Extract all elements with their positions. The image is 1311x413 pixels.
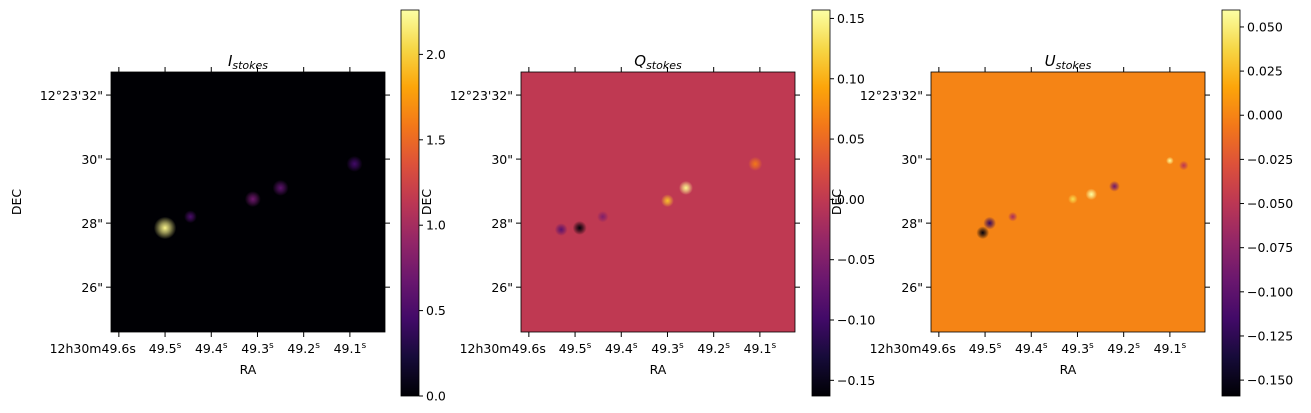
panel-q-stokes: Qstokes 12h30m49.6s 49.5s 49.4s 49.3s 49.2s 49… — [419, 9, 875, 397]
heatmap-source-blob — [661, 194, 674, 208]
colorbar-tick-label: 0.15 — [837, 11, 865, 26]
heatmap-source-blob — [244, 191, 261, 208]
colorbar-tick-label: −0.050 — [1247, 196, 1293, 211]
y-tick-label: 26" — [491, 280, 513, 295]
colorbar-tick-label: −0.100 — [1247, 284, 1293, 299]
y-tick-label: 28" — [491, 216, 513, 231]
colorbar-tick-label: −0.025 — [1247, 152, 1293, 167]
x-tick-label: 49.2s — [697, 341, 730, 356]
y-tick-label: 30" — [81, 152, 103, 167]
x-tick-label: 49.1s — [1154, 341, 1187, 356]
colorbar-tick-label: −0.05 — [837, 252, 875, 267]
heatmap-source-blob — [1166, 156, 1174, 165]
colorbar-tick-label: −0.075 — [1247, 240, 1293, 255]
y-tick-label: 26" — [901, 280, 923, 295]
x-tick-label: 49.3s — [1061, 341, 1094, 356]
y-tick-label: 28" — [81, 216, 103, 231]
colorbar-tick-label: −0.10 — [837, 313, 875, 328]
x-tick-label: 49.5s — [559, 341, 592, 356]
colorbar-tick-label: 1.0 — [426, 218, 446, 233]
colorbar — [1221, 9, 1241, 397]
colorbar-tick-label: 0.000 — [1247, 108, 1283, 123]
y-axis-label: DEC — [829, 189, 844, 216]
y-tick-label: 26" — [81, 280, 103, 295]
x-tick-label: 12h30m49.6s — [460, 341, 546, 356]
colorbar-tick-label: 0.00 — [837, 192, 865, 207]
y-tick-label: 30" — [901, 152, 923, 167]
y-tick-label: 30" — [491, 152, 513, 167]
colorbar-tick-label: 0.10 — [837, 71, 865, 86]
y-tick-label: 12°23'32" — [860, 88, 923, 103]
heatmap-source-blob — [748, 156, 763, 171]
y-axis-label: DEC — [419, 189, 434, 216]
heatmap-source-blob — [554, 223, 568, 236]
y-tick-label: 28" — [901, 216, 923, 231]
x-tick-label: 49.5s — [969, 341, 1002, 356]
x-tick-label: 49.1s — [334, 341, 367, 356]
heatmap-source-blob — [1108, 180, 1120, 192]
heatmap-source-blob — [1085, 188, 1098, 201]
x-tick-label: 49.4s — [1015, 341, 1048, 356]
axes-frame — [930, 71, 1206, 333]
colorbar-tick-label: −0.125 — [1247, 328, 1293, 343]
x-axis-label: RA — [650, 362, 667, 377]
heatmap-source-blob — [1178, 160, 1189, 171]
x-tick-label: 49.2s — [287, 341, 320, 356]
heatmap-source-blob — [983, 216, 997, 230]
chart-title: Ustokes — [1045, 52, 1092, 72]
x-axis-label: RA — [1060, 362, 1077, 377]
x-tick-label: 49.5s — [149, 341, 182, 356]
chart-title: Istokes — [228, 52, 268, 72]
heatmap-background — [931, 72, 1205, 332]
colorbar-tick-label: 0.025 — [1247, 64, 1283, 79]
x-tick-label: 49.1s — [744, 341, 777, 356]
heatmap-source-blob — [153, 216, 177, 240]
heatmap-source-blob — [976, 226, 990, 240]
x-tick-label: 12h30m49.6s — [870, 341, 956, 356]
y-axis-label: DEC — [9, 189, 24, 216]
y-tick-label: 12°23'32" — [450, 88, 513, 103]
x-tick-label: 12h30m49.6s — [50, 341, 136, 356]
colorbar-tick-label: 0.05 — [837, 132, 865, 147]
colorbar — [811, 9, 831, 397]
colorbar-tick-label: 0.5 — [426, 303, 446, 318]
colorbar-tick-label: −0.150 — [1247, 373, 1293, 388]
x-tick-label: 49.3s — [241, 341, 274, 356]
heatmap-source-blob — [272, 179, 289, 196]
heatmap-source-blob — [1007, 211, 1018, 222]
heatmap-source-blob — [597, 210, 609, 223]
y-tick-label: 12°23'32" — [40, 88, 103, 103]
x-tick-label: 49.3s — [651, 341, 684, 356]
x-axis-label: RA — [240, 362, 257, 377]
axes-frame — [520, 71, 796, 333]
colorbar — [400, 9, 420, 397]
heatmap-source-blob — [346, 155, 363, 172]
heatmap-source-blob — [184, 210, 197, 224]
chart-title: Qstokes — [634, 52, 682, 72]
colorbar-tick-label: −0.15 — [837, 373, 875, 388]
panel-i-stokes: Istokes 12h30m49.6s 49.5s 49.4s 49.3s 49.2s 49… — [9, 9, 446, 404]
x-tick-label: 49.4s — [195, 341, 228, 356]
axes-frame — [110, 71, 386, 333]
colorbar-tick-label: 1.5 — [426, 132, 446, 147]
heatmap-source-blob — [1068, 194, 1078, 204]
colorbar-tick-label: 0.0 — [426, 389, 446, 404]
x-tick-label: 49.2s — [1107, 341, 1140, 356]
x-tick-label: 49.4s — [605, 341, 638, 356]
heatmap-background — [521, 72, 795, 332]
colorbar-tick-label: 0.050 — [1247, 19, 1283, 34]
panel-u-stokes: Ustokes 12h30m49.6s 49.5s 49.4s 49.3s 49.2s 49… — [829, 9, 1293, 397]
colorbar-tick-label: 2.0 — [426, 47, 446, 62]
heatmap-source-blob — [678, 180, 693, 195]
heatmap-source-blob — [572, 220, 587, 235]
